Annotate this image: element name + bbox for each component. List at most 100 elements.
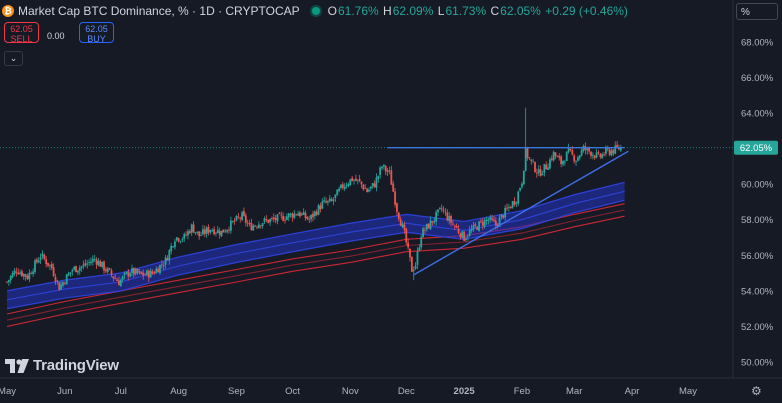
- candle-body: [136, 268, 139, 274]
- candle-body: [32, 271, 35, 275]
- candle-body: [250, 223, 253, 231]
- candle-body: [476, 226, 479, 230]
- candle-body: [315, 211, 318, 215]
- candle-body: [11, 273, 14, 278]
- ma-slow-line: [6, 209, 625, 321]
- candle-body: [593, 155, 596, 159]
- candle-body: [502, 215, 505, 218]
- candle-body: [252, 225, 255, 231]
- buy-button[interactable]: 62.05 BUY: [79, 22, 114, 44]
- x-tick-label: Nov: [342, 386, 359, 397]
- candle-body: [410, 256, 413, 272]
- candle-body: [569, 149, 572, 151]
- candle-body: [463, 231, 466, 241]
- candle-body: [174, 241, 176, 248]
- candle-body: [534, 162, 536, 173]
- candle-body: [532, 161, 535, 163]
- candle-body: [229, 220, 232, 231]
- candle-body: [69, 272, 72, 274]
- x-tick-label: Sep: [228, 386, 245, 397]
- candle-body: [144, 274, 146, 276]
- tradingview-logo[interactable]: TradingView: [5, 357, 119, 374]
- candle-body: [49, 264, 51, 266]
- candle-body: [577, 157, 579, 161]
- candle-body: [187, 231, 189, 236]
- x-tick-label: Dec: [398, 386, 415, 397]
- candle-body: [76, 270, 79, 273]
- candle-body: [530, 159, 533, 161]
- candle-body: [526, 148, 529, 158]
- candle-body: [198, 231, 201, 237]
- candle-body: [129, 273, 132, 277]
- x-tick-label: Mar: [566, 386, 582, 397]
- candle-body: [192, 224, 195, 233]
- candle-body: [369, 186, 372, 189]
- candle-body: [575, 161, 577, 163]
- candle-body: [45, 259, 48, 265]
- ma-fast-line: [6, 199, 625, 310]
- candle-body: [209, 229, 212, 233]
- candle-body: [595, 152, 598, 158]
- candle-body: [131, 268, 133, 273]
- candle-body: [552, 151, 555, 161]
- candle-body: [15, 271, 18, 273]
- candle-body: [420, 237, 423, 248]
- candle-body: [146, 270, 148, 276]
- candle-body: [60, 284, 63, 290]
- candle-body: [394, 191, 396, 205]
- candle-body: [276, 214, 279, 222]
- candle-body: [285, 216, 288, 220]
- candle-body: [573, 155, 576, 162]
- y-tick-label: 66.00%: [741, 73, 774, 84]
- sell-price: 62.05: [10, 24, 33, 34]
- candle-body: [108, 268, 111, 270]
- candle-body: [591, 154, 594, 156]
- candle-body: [580, 149, 583, 156]
- candle-body: [63, 282, 66, 284]
- gear-icon[interactable]: ⚙: [751, 384, 762, 398]
- candle-body: [50, 263, 53, 269]
- candle-body: [138, 271, 141, 273]
- candle-body: [82, 264, 85, 267]
- x-tick-label: Jun: [57, 386, 72, 397]
- y-tick-label: 64.00%: [741, 109, 774, 120]
- candle-body: [41, 253, 44, 257]
- candle-body: [599, 154, 602, 157]
- candle-body: [590, 151, 592, 156]
- candle-body: [110, 270, 113, 275]
- candle-body: [269, 219, 271, 223]
- candle-body: [371, 182, 374, 187]
- candle-body: [287, 213, 290, 218]
- candle-body: [545, 164, 548, 170]
- candle-body: [91, 258, 94, 263]
- candle-body: [341, 184, 344, 188]
- candle-body: [231, 221, 234, 223]
- candle-body: [521, 183, 523, 188]
- chevron-down-icon[interactable]: ⌄: [4, 51, 23, 66]
- market-status-icon[interactable]: [311, 7, 320, 15]
- candle-body: [539, 169, 542, 176]
- candle-body: [159, 264, 161, 274]
- candle-body: [328, 198, 331, 202]
- candle-body: [205, 227, 208, 235]
- candle-body: [86, 263, 89, 265]
- candle-body: [453, 225, 456, 227]
- candle-body: [213, 229, 215, 235]
- scale-unit-toggle[interactable]: %: [736, 3, 778, 20]
- buy-label: BUY: [87, 34, 106, 44]
- candle-body: [386, 170, 389, 172]
- candle-body: [466, 236, 469, 238]
- candle-body: [360, 181, 363, 185]
- candle-body: [34, 260, 36, 272]
- ma-fast-band: [7, 181, 625, 310]
- candle-body: [440, 208, 443, 210]
- candle-body: [392, 183, 395, 192]
- candle-body: [433, 220, 436, 222]
- sell-button[interactable]: 62.05 SELL: [4, 22, 39, 44]
- candle-body: [500, 214, 503, 217]
- candle-body: [67, 273, 70, 276]
- candle-body: [140, 271, 143, 274]
- candle-body: [409, 248, 411, 258]
- candle-body: [489, 216, 492, 220]
